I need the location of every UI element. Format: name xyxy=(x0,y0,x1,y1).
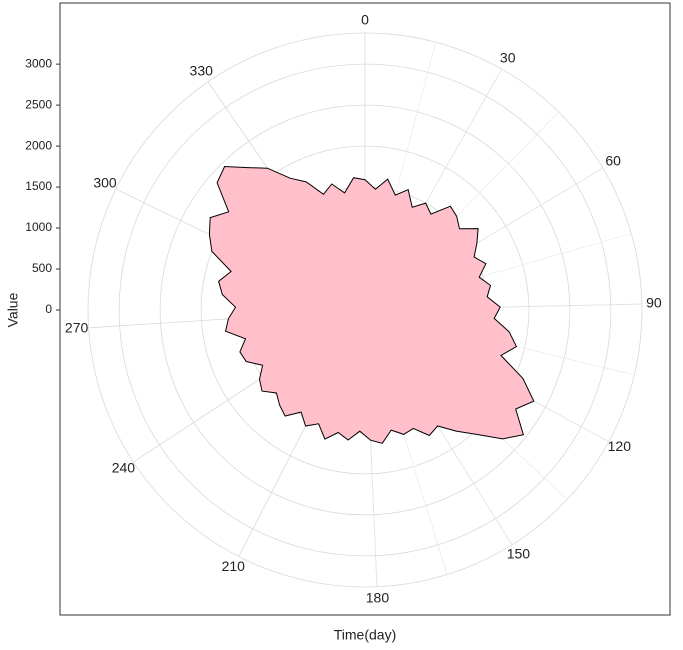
y-tick-label: 1000 xyxy=(25,220,52,234)
x-tick-label: 60 xyxy=(605,153,621,169)
y-tick-label: 3000 xyxy=(25,56,52,70)
x-tick-label: 330 xyxy=(190,63,214,79)
x-tick-label: 210 xyxy=(222,558,246,574)
x-tick-label: 270 xyxy=(65,319,89,335)
x-tick-label: 0 xyxy=(361,12,369,28)
area xyxy=(208,165,535,444)
y-tick-label: 1500 xyxy=(25,179,52,193)
y-tick-label: 0 xyxy=(45,302,52,316)
y-tick-label: 2500 xyxy=(25,97,52,111)
y-tick-label: 500 xyxy=(32,261,52,275)
x-tick-label: 300 xyxy=(93,175,117,191)
y-tick-label: 2000 xyxy=(25,138,52,152)
y-axis-title: Value xyxy=(5,292,21,327)
x-tick-label: 30 xyxy=(500,49,516,65)
x-axis-title: Time(day) xyxy=(334,627,397,643)
x-tick-label: 180 xyxy=(366,589,390,605)
x-tick-label: 150 xyxy=(507,546,531,562)
x-tick-label: 240 xyxy=(112,459,136,475)
x-tick-label: 120 xyxy=(608,438,632,454)
x-tick-label: 90 xyxy=(646,294,662,310)
